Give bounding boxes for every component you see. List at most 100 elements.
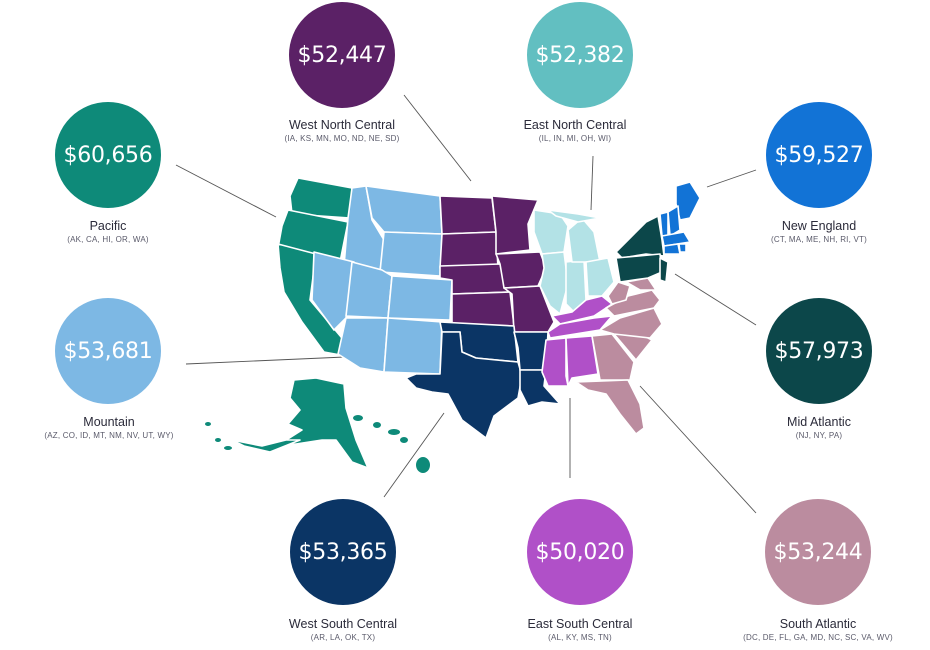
state-colorado — [387, 275, 453, 321]
state-florida — [575, 379, 645, 435]
alaska-peninsula — [231, 439, 301, 453]
amount-new-england: $59,527 — [774, 142, 864, 168]
hawaii-island-3 — [388, 429, 400, 435]
state-south-dakota — [439, 231, 499, 269]
region-states-new-england: (CT, MA, ME, NH, RI, VT) — [771, 235, 867, 244]
bubble-mid-atlantic: $57,973 — [766, 298, 872, 404]
region-name-pacific: Pacific — [89, 219, 127, 233]
state-maine — [675, 181, 701, 221]
connector-west-north-central — [403, 94, 472, 182]
label-pacific: Pacific (AK, CA, HI, OR, WA) — [8, 219, 208, 245]
amount-east-north-central: $52,382 — [535, 42, 625, 68]
amount-pacific: $60,656 — [63, 142, 153, 168]
alaska-island-3 — [224, 446, 232, 450]
connector-pacific — [175, 164, 277, 218]
region-states-east-south-central: (AL, KY, MS, TN) — [548, 633, 612, 642]
region-name-new-england: New England — [781, 219, 857, 233]
region-name-mid-atlantic: Mid Atlantic — [787, 415, 851, 429]
label-mid-atlantic: Mid Atlantic (NJ, NY, PA) — [719, 415, 919, 441]
bubble-east-north-central: $52,382 — [527, 2, 633, 108]
label-west-north-central: West North Central (IA, KS, MN, MO, ND, … — [242, 118, 442, 144]
state-vermont — [659, 211, 669, 237]
region-name-east-south-central: East South Central — [527, 617, 633, 631]
bubble-west-south-central: $53,365 — [290, 499, 396, 605]
region-states-pacific: (AK, CA, HI, OR, WA) — [67, 235, 149, 244]
amount-west-south-central: $53,365 — [298, 539, 388, 565]
state-shapes — [205, 177, 701, 473]
region-name-east-north-central: East North Central — [523, 118, 627, 132]
bubble-west-north-central: $52,447 — [289, 2, 395, 108]
region-name-mountain: Mountain — [83, 415, 135, 429]
state-minnesota — [491, 195, 539, 255]
region-name-west-north-central: West North Central — [288, 118, 396, 132]
amount-east-south-central: $50,020 — [535, 539, 625, 565]
connector-east-north-central — [590, 155, 594, 211]
state-georgia — [591, 333, 635, 381]
state-ohio — [585, 257, 615, 297]
state-new-jersey — [659, 257, 669, 283]
amount-mid-atlantic: $57,973 — [774, 338, 864, 364]
state-massachusetts — [661, 231, 691, 247]
bubble-new-england: $59,527 — [766, 102, 872, 208]
label-mountain: Mountain (AZ, CO, ID, MT, NM, NV, UT, WY… — [9, 415, 209, 441]
state-kansas — [451, 291, 515, 327]
state-montana — [365, 185, 443, 235]
connector-lines — [175, 94, 757, 514]
hawaii-island-1 — [353, 415, 363, 421]
state-michigan-up — [547, 209, 601, 223]
region-states-mountain: (AZ, CO, ID, MT, NM, NV, UT, WY) — [44, 431, 174, 440]
state-alabama — [565, 335, 599, 387]
bubble-pacific: $60,656 — [55, 102, 161, 208]
label-west-south-central: West South Central (AR, LA, OK, TX) — [243, 617, 443, 643]
state-michigan — [567, 217, 601, 263]
label-east-north-central: East North Central (IL, IN, MI, OH, WI) — [475, 118, 675, 144]
label-east-south-central: East South Central (AL, KY, MS, TN) — [480, 617, 680, 643]
state-illinois — [539, 251, 569, 315]
bubble-south-atlantic: $53,244 — [765, 499, 871, 605]
amount-mountain: $53,681 — [63, 338, 153, 364]
state-tennessee — [547, 315, 613, 339]
hawaii-island-2 — [373, 422, 381, 428]
region-states-south-atlantic: (DC, DE, FL, GA, MD, NC, SC, VA, WV) — [743, 633, 893, 642]
state-nevada — [311, 251, 355, 331]
state-new-hampshire — [667, 205, 681, 237]
region-name-south-atlantic: South Atlantic — [779, 617, 857, 631]
region-states-east-north-central: (IL, IN, MI, OH, WI) — [538, 134, 612, 143]
connector-new-england — [706, 169, 757, 188]
state-connecticut — [663, 243, 681, 255]
region-states-mid-atlantic: (NJ, NY, PA) — [795, 431, 843, 440]
amount-south-atlantic: $53,244 — [773, 539, 863, 565]
state-arizona — [337, 317, 389, 373]
connector-west-south-central — [383, 412, 445, 498]
alaska-island-2 — [215, 438, 221, 442]
region-states-west-north-central: (IA, KS, MN, MO, ND, NE, SD) — [284, 134, 400, 143]
connector-mountain — [185, 356, 346, 365]
state-virginia — [605, 289, 661, 317]
alaska-island-1 — [205, 422, 211, 426]
hawaii-island-4 — [400, 437, 408, 443]
bubble-mountain: $53,681 — [55, 298, 161, 404]
state-iowa — [495, 251, 547, 289]
amount-west-north-central: $52,447 — [297, 42, 387, 68]
state-north-dakota — [439, 195, 497, 235]
state-wyoming — [379, 231, 443, 277]
state-west-virginia — [607, 281, 631, 305]
state-new-york — [615, 215, 665, 259]
label-new-england: New England (CT, MA, ME, NH, RI, VT) — [719, 219, 919, 245]
region-name-west-south-central: West South Central — [288, 617, 398, 631]
state-pennsylvania — [615, 253, 663, 283]
state-new-mexico — [383, 317, 443, 375]
connector-south-atlantic — [639, 385, 757, 514]
state-rhode-island — [678, 243, 687, 253]
label-south-atlantic: South Atlantic (DC, DE, FL, GA, MD, NC, … — [718, 617, 918, 643]
hawaii-big-island — [416, 457, 430, 473]
connector-mid-atlantic — [674, 273, 757, 326]
region-states-west-south-central: (AR, LA, OK, TX) — [310, 633, 376, 642]
state-mississippi — [541, 337, 569, 387]
state-north-carolina — [599, 307, 663, 339]
bubble-east-south-central: $50,020 — [527, 499, 633, 605]
state-texas — [405, 331, 523, 439]
state-alaska — [279, 377, 369, 469]
